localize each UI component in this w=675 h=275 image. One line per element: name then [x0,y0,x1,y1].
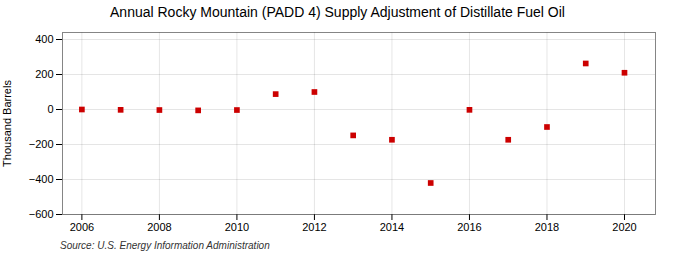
svg-text:2006: 2006 [70,221,94,233]
svg-text:2012: 2012 [302,221,326,233]
svg-text:Thousand Barrels: Thousand Barrels [1,80,13,167]
svg-text:2008: 2008 [147,221,171,233]
html-text:Source: U.S. Energy Informatio: Source: U.S. Energy Information Administ… [60,240,270,251]
svg-text:0: 0 [47,103,53,115]
svg-text:200: 200 [35,68,53,80]
svg-text:2010: 2010 [225,221,249,233]
svg-text:−400: −400 [29,173,54,185]
svg-text:2016: 2016 [457,221,481,233]
svg-text:2014: 2014 [380,221,404,233]
svg-text:2018: 2018 [535,221,559,233]
svg-text:2020: 2020 [612,221,636,233]
svg-text:−200: −200 [29,138,54,150]
html-text:Annual Rocky Mountain (PADD 4): Annual Rocky Mountain (PADD 4) Supply Ad… [110,4,565,20]
svg-text:−600: −600 [29,208,54,220]
svg-text:400: 400 [35,33,53,45]
